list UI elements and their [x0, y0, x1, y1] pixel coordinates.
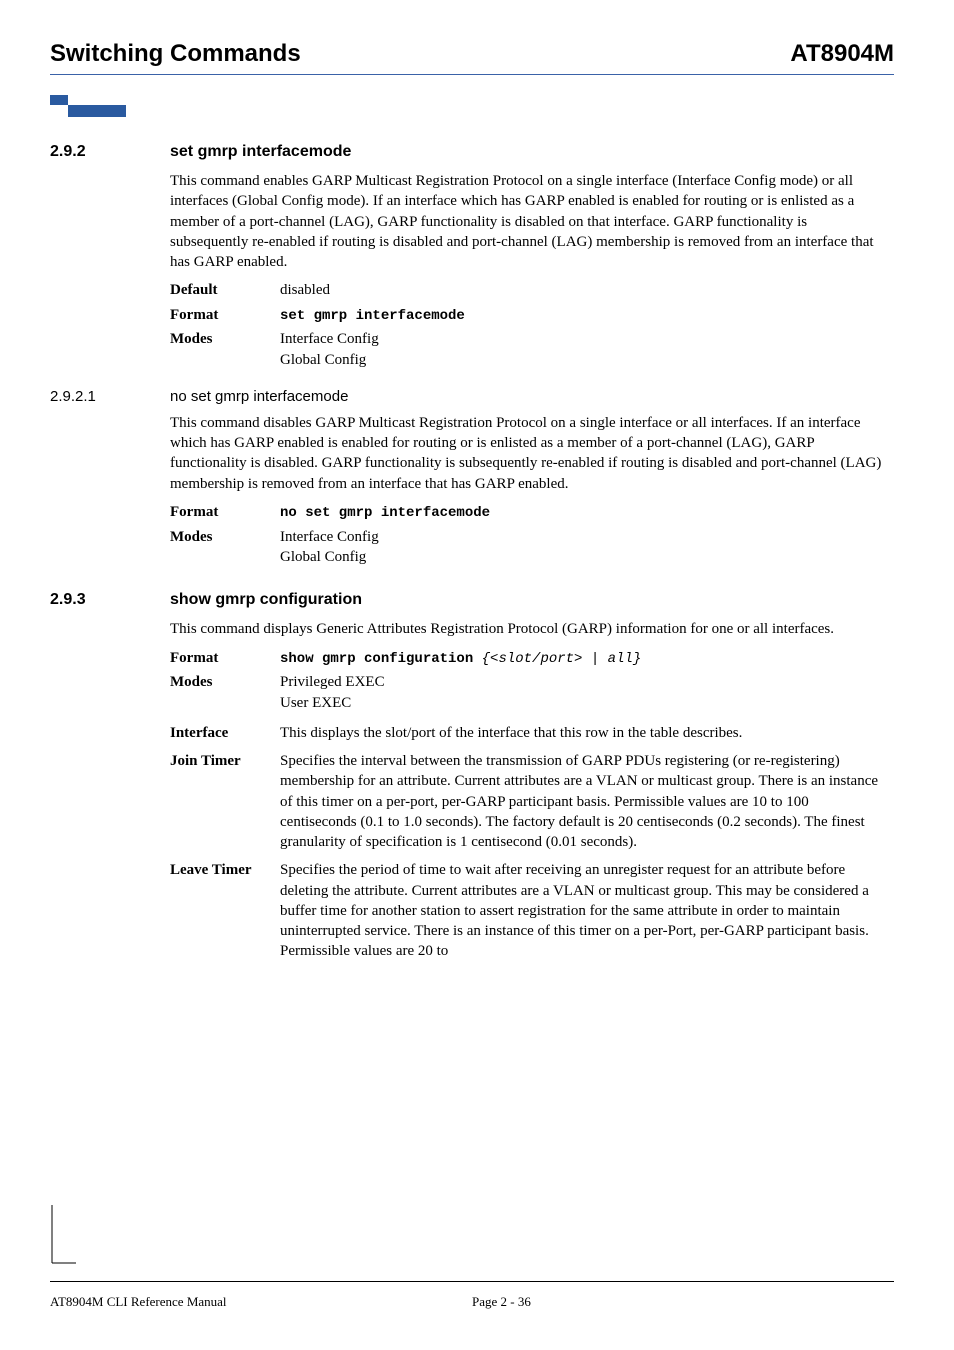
def-join-timer: Join Timer Specifies the interval betwee…	[170, 751, 884, 852]
header-title-left: Switching Commands	[50, 40, 301, 68]
modes-line: Interface Config	[280, 527, 884, 547]
def-leave-timer: Leave Timer Specifies the period of time…	[170, 860, 884, 961]
section-293-para: This command displays Generic Attributes…	[170, 619, 884, 639]
modes-line: User EXEC	[280, 693, 884, 713]
def-label: Join Timer	[170, 751, 280, 771]
subsection-number: 2.9.2.1	[50, 388, 170, 405]
def-default: Default disabled	[170, 280, 884, 300]
def-label: Default	[170, 280, 280, 300]
page-footer: AT8904M CLI Reference Manual Page 2 - 36	[50, 1281, 894, 1310]
section-title: set gmrp interfacemode	[170, 143, 351, 161]
def-label: Format	[170, 305, 280, 325]
modes-line: Interface Config	[280, 329, 884, 349]
def-label: Format	[170, 502, 280, 522]
subsection-title: no set gmrp interfacemode	[170, 388, 348, 405]
format-code-args: {<slot/port> | all}	[482, 651, 642, 667]
section-292-para: This command enables GARP Multicast Regi…	[170, 171, 884, 272]
format-code: set gmrp interfacemode	[280, 308, 465, 324]
def-interface: Interface This displays the slot/port of…	[170, 723, 884, 743]
def-modes: Modes Interface Config Global Config	[170, 329, 884, 370]
def-format: Format set gmrp interfacemode	[170, 305, 884, 326]
modes-line: Privileged EXEC	[280, 672, 884, 692]
def-label: Modes	[170, 672, 280, 692]
def-modes: Modes Privileged EXEC User EXEC	[170, 672, 884, 713]
section-2921-heading: 2.9.2.1 no set gmrp interfacemode	[170, 388, 884, 405]
header-title-right: AT8904M	[790, 40, 894, 68]
section-293-heading: 2.9.3 show gmrp configuration	[170, 591, 884, 609]
modes-line: Global Config	[280, 350, 884, 370]
join-timer-text: Specifies the interval between the trans…	[280, 751, 884, 852]
def-format: Format show gmrp configuration {<slot/po…	[170, 648, 884, 669]
def-modes: Modes Interface Config Global Config	[170, 527, 884, 568]
logo-mark	[50, 95, 894, 119]
format-code-prefix: show gmrp configuration	[280, 651, 482, 667]
def-label: Modes	[170, 329, 280, 349]
section-title: show gmrp configuration	[170, 591, 362, 609]
def-label: Leave Timer	[170, 860, 280, 880]
def-value: disabled	[280, 280, 884, 300]
leave-timer-text: Specifies the period of time to wait aft…	[280, 860, 884, 961]
format-code: no set gmrp interfacemode	[280, 505, 490, 521]
def-label: Interface	[170, 723, 280, 743]
section-number: 2.9.2	[50, 143, 170, 161]
interface-text: This displays the slot/port of the inter…	[280, 723, 884, 743]
section-number: 2.9.3	[50, 591, 170, 609]
def-label: Modes	[170, 527, 280, 547]
section-2921-para: This command disables GARP Multicast Reg…	[170, 413, 884, 494]
modes-line: Global Config	[280, 547, 884, 567]
page-header: Switching Commands AT8904M	[50, 40, 894, 75]
footer-manual-title: AT8904M CLI Reference Manual	[50, 1294, 472, 1310]
footer-bracket-icon	[50, 1205, 78, 1270]
footer-page-number: Page 2 - 36	[472, 1294, 894, 1310]
def-label: Format	[170, 648, 280, 668]
section-292-heading: 2.9.2 set gmrp interfacemode	[170, 143, 884, 161]
def-format: Format no set gmrp interfacemode	[170, 502, 884, 523]
